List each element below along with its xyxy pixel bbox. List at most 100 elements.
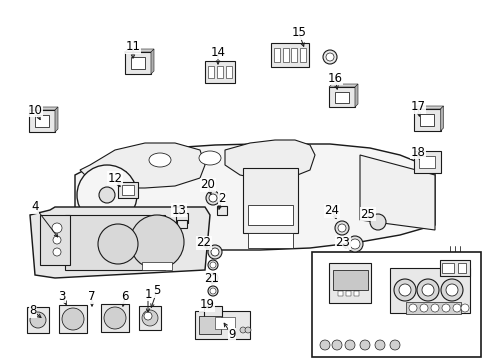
Circle shape (98, 224, 138, 264)
Circle shape (393, 279, 415, 301)
Polygon shape (151, 49, 154, 74)
Bar (131, 57, 145, 69)
Bar (27, 307, 49, 333)
Text: 2: 2 (218, 192, 225, 204)
Bar (270, 43, 308, 67)
Circle shape (389, 340, 399, 350)
Bar (204, 61, 235, 83)
Bar (299, 48, 305, 62)
Bar (199, 316, 221, 334)
Circle shape (130, 215, 183, 269)
Circle shape (452, 304, 460, 312)
Polygon shape (359, 155, 434, 230)
Circle shape (207, 273, 218, 283)
Text: 5: 5 (153, 284, 161, 297)
Text: 4: 4 (31, 201, 39, 213)
Bar (194, 311, 249, 339)
Polygon shape (328, 84, 357, 87)
Bar (282, 48, 288, 62)
Bar (176, 213, 187, 223)
Circle shape (319, 340, 329, 350)
Circle shape (374, 340, 384, 350)
Text: 17: 17 (409, 100, 425, 113)
Circle shape (207, 286, 218, 296)
Bar (441, 263, 453, 273)
Circle shape (421, 284, 433, 296)
Polygon shape (413, 106, 443, 109)
Bar (345, 291, 350, 296)
Text: 13: 13 (171, 203, 186, 216)
Bar (353, 291, 358, 296)
Bar (125, 52, 151, 74)
Circle shape (77, 165, 137, 225)
Polygon shape (55, 107, 58, 132)
Circle shape (53, 236, 61, 244)
Bar (413, 109, 440, 131)
Bar (29, 110, 55, 132)
Circle shape (440, 279, 462, 301)
Bar (215, 317, 235, 329)
Bar (40, 215, 70, 265)
Text: 1: 1 (144, 288, 151, 301)
Bar (59, 305, 87, 333)
Bar (389, 267, 469, 312)
Circle shape (99, 187, 115, 203)
Bar (101, 304, 129, 332)
Text: 16: 16 (327, 72, 342, 85)
Bar (177, 220, 186, 228)
Circle shape (359, 340, 369, 350)
Polygon shape (354, 84, 357, 107)
Bar (419, 114, 433, 126)
Circle shape (416, 279, 438, 301)
Polygon shape (30, 207, 209, 278)
Text: 3: 3 (58, 289, 65, 302)
Text: 21: 21 (204, 271, 219, 284)
Circle shape (62, 308, 84, 330)
Circle shape (323, 50, 336, 64)
Circle shape (419, 304, 427, 312)
Bar (332, 270, 367, 290)
Text: 20: 20 (200, 179, 215, 192)
Bar (328, 263, 370, 303)
Bar (247, 205, 292, 225)
Circle shape (53, 248, 61, 256)
Ellipse shape (199, 151, 221, 165)
Polygon shape (80, 143, 204, 188)
Bar (405, 302, 460, 314)
Polygon shape (75, 144, 434, 250)
Bar (217, 66, 223, 78)
Circle shape (209, 275, 216, 281)
Bar (118, 182, 138, 198)
Bar (203, 306, 222, 319)
Text: 23: 23 (335, 237, 350, 249)
Text: 8: 8 (29, 305, 37, 318)
Circle shape (441, 304, 449, 312)
Circle shape (209, 288, 216, 294)
Circle shape (142, 310, 158, 326)
Circle shape (408, 304, 416, 312)
Text: 15: 15 (291, 27, 306, 40)
Bar (217, 206, 226, 215)
Circle shape (325, 53, 333, 61)
Circle shape (349, 239, 359, 249)
Bar (413, 151, 440, 173)
Bar (311, 252, 480, 357)
Circle shape (208, 194, 217, 202)
Bar (439, 260, 469, 276)
Text: 18: 18 (410, 145, 425, 158)
Circle shape (205, 191, 220, 205)
Circle shape (207, 260, 218, 270)
Circle shape (104, 307, 126, 329)
Circle shape (398, 284, 410, 296)
Circle shape (346, 236, 362, 252)
Bar (35, 115, 49, 127)
Text: 10: 10 (27, 104, 42, 117)
Circle shape (52, 223, 62, 233)
Bar (247, 233, 292, 248)
Circle shape (369, 214, 385, 230)
Bar (139, 306, 161, 330)
Text: 9: 9 (228, 328, 235, 342)
Circle shape (337, 224, 346, 232)
Bar (291, 48, 297, 62)
Circle shape (240, 327, 245, 333)
